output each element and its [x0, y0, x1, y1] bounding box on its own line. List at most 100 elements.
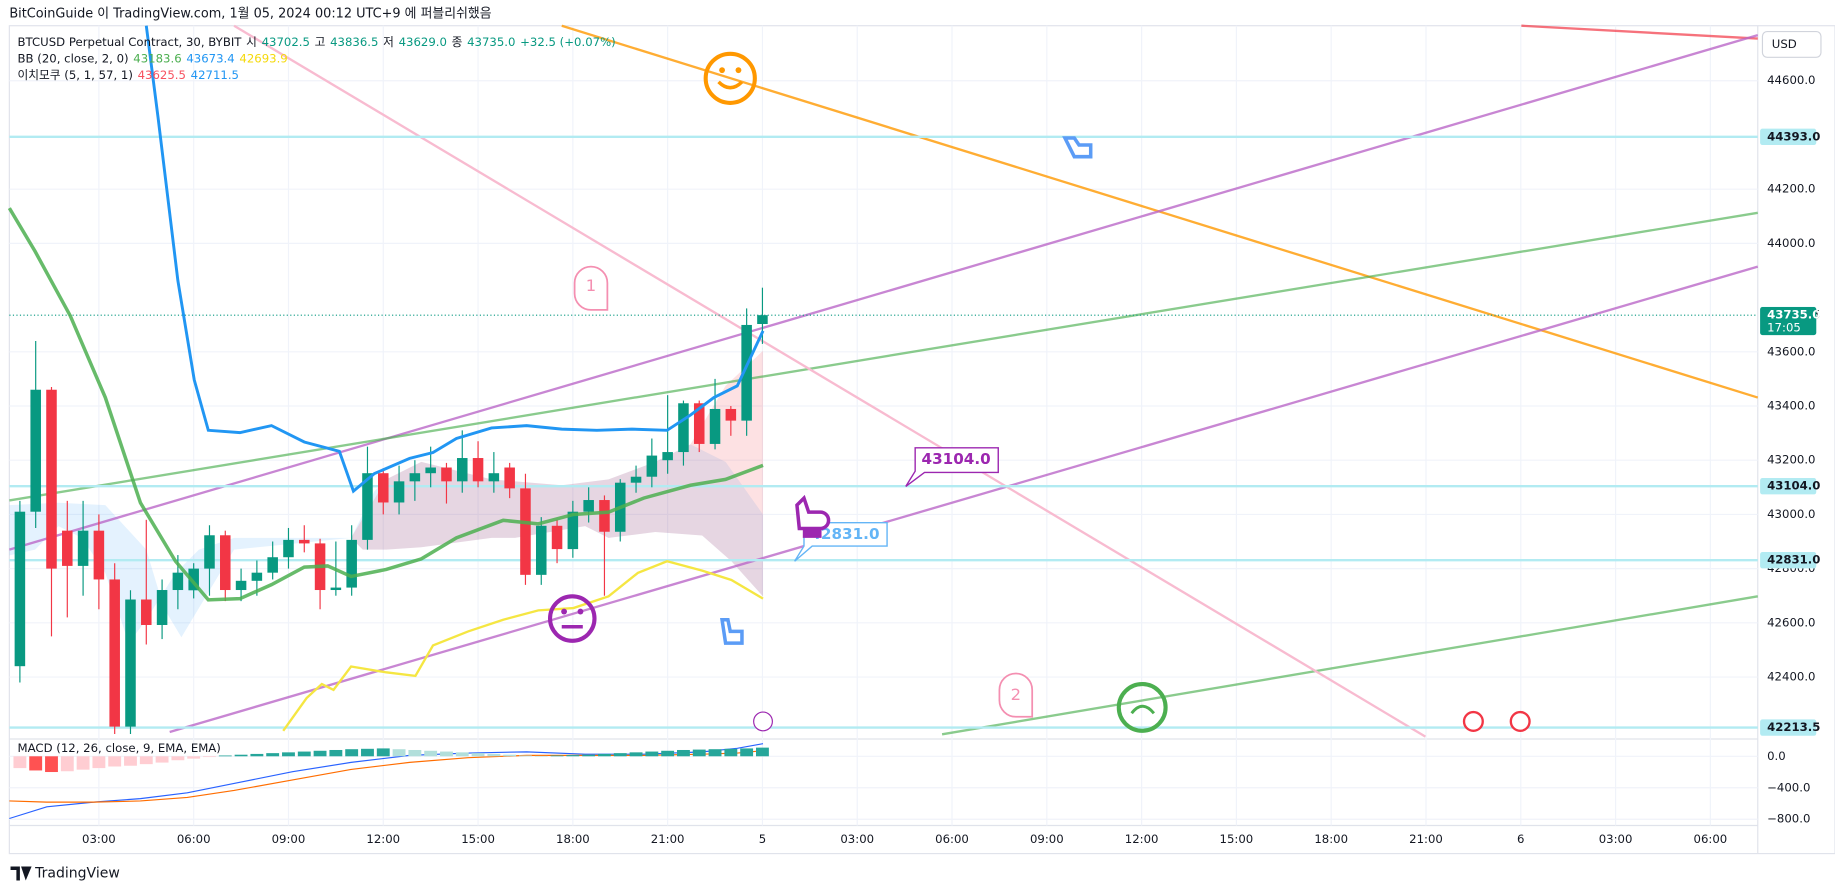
candle-body [693, 403, 705, 444]
x-tick-label: 09:00 [272, 832, 306, 846]
x-tick-label: 12:00 [366, 832, 400, 846]
macd-bar [756, 747, 769, 757]
macd-bar [392, 749, 406, 757]
hand-icon [720, 617, 744, 645]
x-tick-label: 03:00 [840, 832, 874, 846]
hand-icon [795, 494, 831, 531]
candle-body [77, 530, 89, 566]
legend-item: BTCUSD Perpetual Contract, 30, BYBIT [18, 35, 243, 49]
macd-bar [329, 749, 343, 757]
candle-body [46, 389, 57, 569]
trend-line [9, 33, 1759, 551]
macd-bar [361, 748, 374, 757]
x-tick-label: 06:00 [177, 832, 211, 846]
trend-line [1521, 24, 1758, 40]
trend-line [169, 265, 1759, 734]
macd-bar [155, 756, 169, 763]
legend: BTCUSD Perpetual Contract, 30, BYBIT 시 437… [18, 35, 616, 82]
cloud [9, 444, 764, 644]
candle-body [362, 473, 373, 540]
macd-bar [345, 749, 359, 757]
currency-label[interactable]: USD [1772, 37, 1797, 51]
eye [735, 67, 742, 74]
y-tick-label: 44200.0 [1767, 182, 1815, 196]
candle-body [504, 467, 515, 489]
candle-body [172, 572, 184, 591]
ichimoku-cloud [9, 350, 764, 644]
legend-row: 이치모쿠 (5, 1, 57, 1) 43625.5 42711.5 [18, 67, 239, 81]
candle-body [299, 539, 310, 544]
tv-logo [10, 866, 32, 881]
macd-bar [566, 755, 580, 757]
candle-body [535, 525, 547, 575]
macd-bar [234, 754, 248, 757]
trend-line [233, 24, 1427, 738]
macd-bar [677, 749, 690, 757]
macd-bar [471, 753, 485, 757]
price-tag-label: 42213.5 [1767, 720, 1820, 734]
flag-icon [1509, 710, 1531, 732]
y-tick-label: 42600.0 [1767, 615, 1815, 629]
candle-body [757, 315, 768, 325]
macd-label: MACD (12, 26, close, 9, EMA, EMA) [18, 741, 221, 755]
trend-lines [9, 24, 1759, 738]
macd-bar [376, 748, 390, 757]
y-tick-label: 43400.0 [1767, 398, 1815, 412]
legend-item: 저 [383, 35, 394, 49]
legend-row: BB (20, close, 2, 0) 43183.6 43673.4 42693.… [18, 51, 288, 65]
macd-bar [692, 749, 706, 757]
currency-button[interactable] [1761, 30, 1822, 58]
macd-bar [313, 750, 327, 757]
x-tick-label: 5 [759, 832, 766, 846]
bb-upper [144, 25, 765, 494]
candle-body [220, 535, 231, 591]
callout [905, 447, 999, 487]
y-tick-label: 42400.0 [1767, 670, 1815, 684]
macd-bar [29, 756, 43, 771]
price-tag [1760, 719, 1817, 736]
candle-body [235, 580, 247, 591]
bb-lower [282, 560, 764, 732]
candle-body [409, 473, 421, 482]
y-tick-label: 43000.0 [1767, 507, 1815, 521]
y-tick-label: −800.0 [1767, 812, 1810, 826]
macd-bar [139, 756, 153, 765]
macd-bar [45, 756, 58, 773]
x-tick-label: 09:00 [1030, 832, 1064, 846]
published-note: BitCoinGuide 이 TradingView.com, 1월 05, 2… [9, 6, 491, 22]
x-tick-label: 03:00 [82, 832, 116, 846]
price-tag [1760, 478, 1817, 495]
x-tick-label: 21:00 [1409, 832, 1443, 846]
candle-body [567, 511, 579, 550]
y-tick-label: −400.0 [1767, 780, 1810, 794]
x-tick-label: 18:00 [1314, 832, 1348, 846]
macd-pane [9, 743, 769, 820]
x-tick-label: 06:00 [935, 832, 969, 846]
candle-body [125, 599, 136, 727]
macd-bar [519, 755, 532, 757]
legend-item: 43629.0 [399, 35, 447, 49]
candles [14, 287, 768, 734]
macd-bar [440, 751, 453, 757]
x-tick-label: 21:00 [651, 832, 685, 846]
candle-body [425, 467, 436, 474]
macd-bar [503, 754, 517, 757]
candle-body [14, 511, 26, 667]
annotations: 1 2 43104.0 42831.0 [547, 51, 1531, 733]
neutral-icon [547, 594, 597, 643]
macd-bar [455, 752, 469, 757]
macd-bar [60, 756, 74, 772]
macd-bar [266, 753, 280, 757]
candle-body [330, 587, 342, 591]
trend-line [941, 595, 1758, 736]
macd-bar [613, 753, 627, 757]
callout-text: 43104.0 [922, 450, 991, 468]
price-tag-label: 44393.0 [1767, 129, 1820, 143]
macd-bar [534, 755, 548, 757]
price-axis: 44600.0 44200.0 44000.0 43600.0 43400.0 43200… [1760, 73, 1820, 826]
candle-body [204, 535, 215, 569]
legend-item: 고 [315, 35, 326, 49]
x-tick-label: 12:00 [1125, 832, 1159, 846]
